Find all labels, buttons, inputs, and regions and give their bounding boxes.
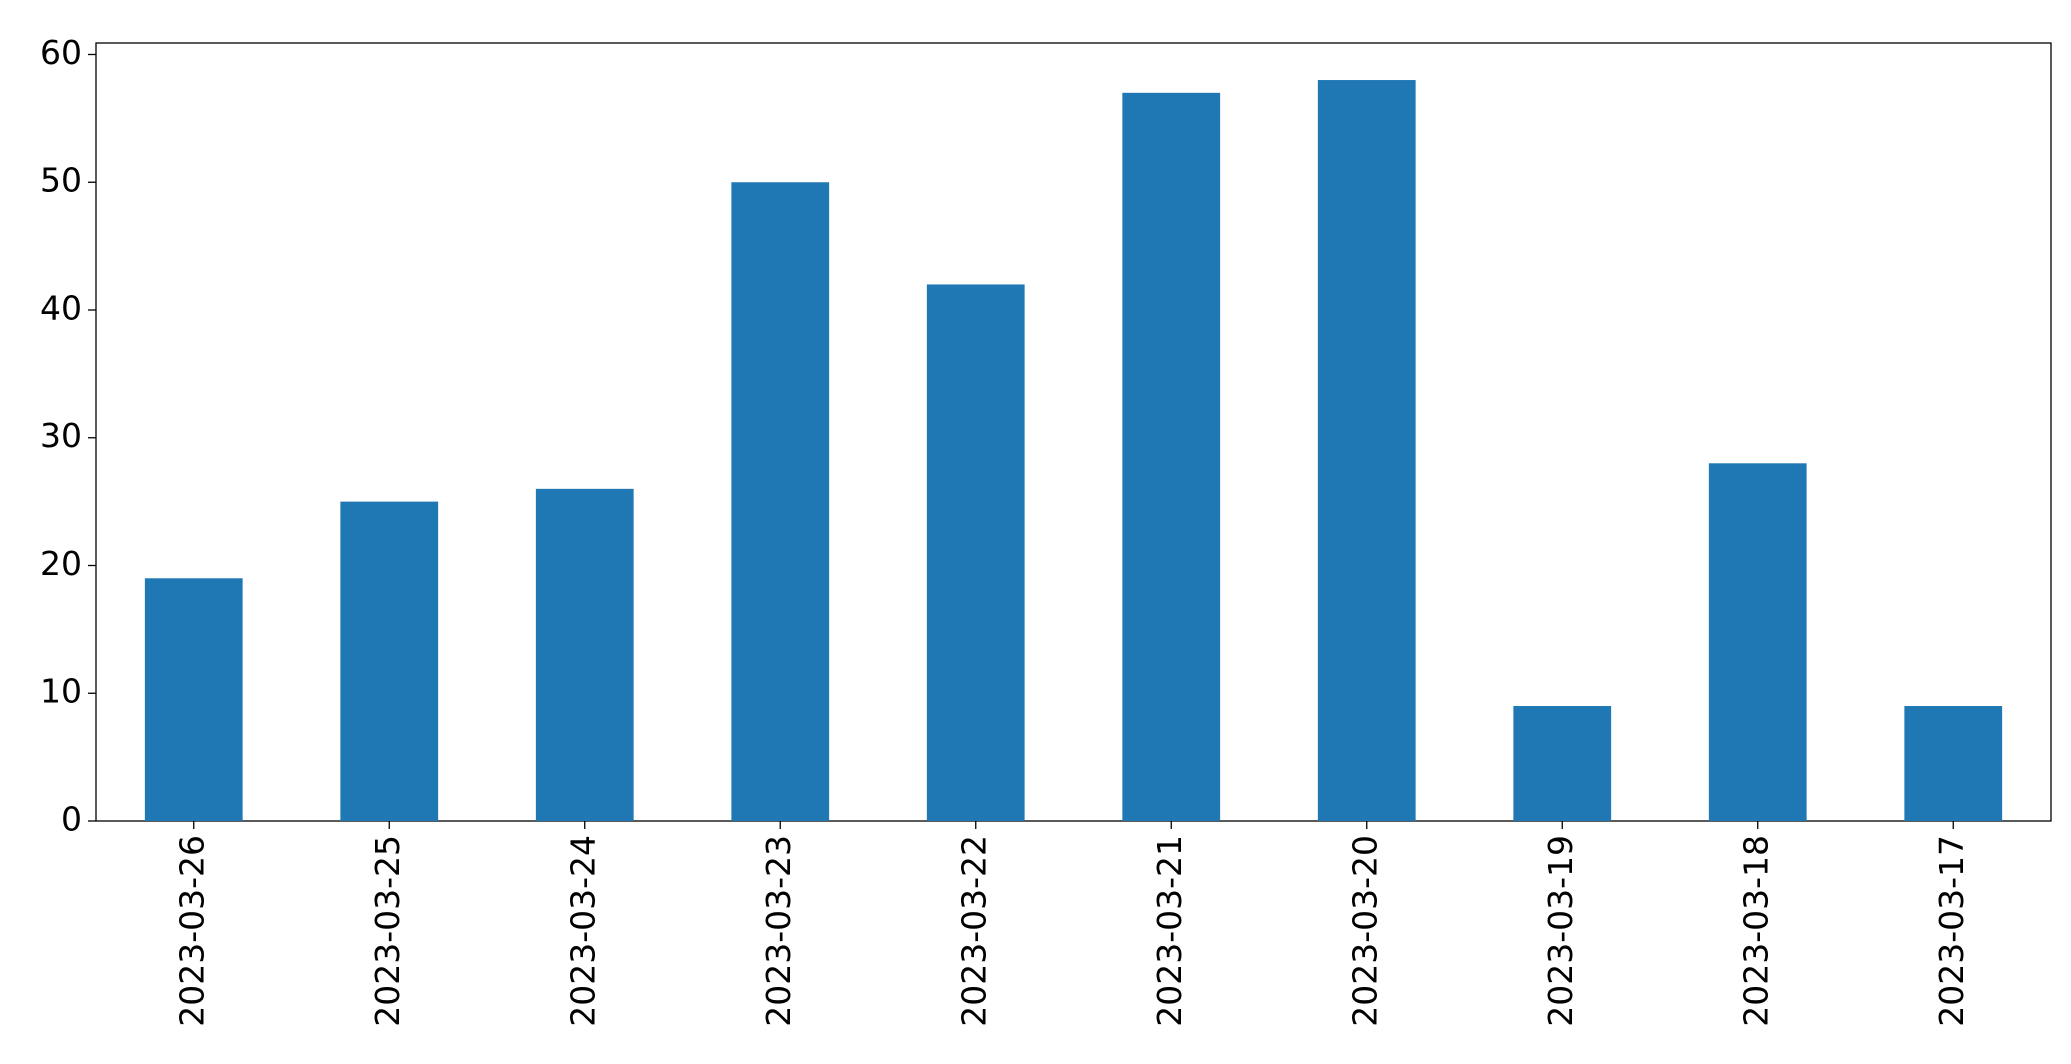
x-tick-label: 2023-03-20 (1345, 835, 1384, 1027)
x-tick-label: 2023-03-18 (1736, 835, 1775, 1027)
y-tick-label: 0 (61, 800, 82, 839)
bar (535, 488, 634, 821)
x-tick-label: 2023-03-24 (563, 835, 602, 1027)
y-tick-label: 30 (40, 416, 82, 455)
bar (1708, 463, 1807, 821)
bar (340, 501, 439, 821)
y-tick-label: 20 (40, 544, 82, 583)
x-tick-label: 2023-03-23 (759, 835, 798, 1027)
x-tick-label: 2023-03-17 (1932, 835, 1971, 1027)
y-tick-label: 10 (40, 672, 82, 711)
bar (1904, 706, 2003, 821)
x-tick-label: 2023-03-26 (172, 835, 211, 1027)
bar (144, 578, 243, 821)
y-tick-label: 40 (40, 288, 82, 327)
x-tick-label: 2023-03-21 (1150, 835, 1189, 1027)
y-tick-label: 50 (40, 161, 82, 200)
bar (1317, 80, 1416, 822)
x-tick-label: 2023-03-25 (368, 835, 407, 1027)
y-tick-label: 60 (40, 33, 82, 72)
x-tick-label: 2023-03-19 (1541, 835, 1580, 1027)
bar (1513, 706, 1612, 821)
x-tick-label: 2023-03-22 (954, 835, 993, 1027)
bar (1122, 92, 1221, 822)
plot-frame (95, 42, 2052, 822)
bar (731, 182, 830, 822)
bar (926, 284, 1025, 822)
